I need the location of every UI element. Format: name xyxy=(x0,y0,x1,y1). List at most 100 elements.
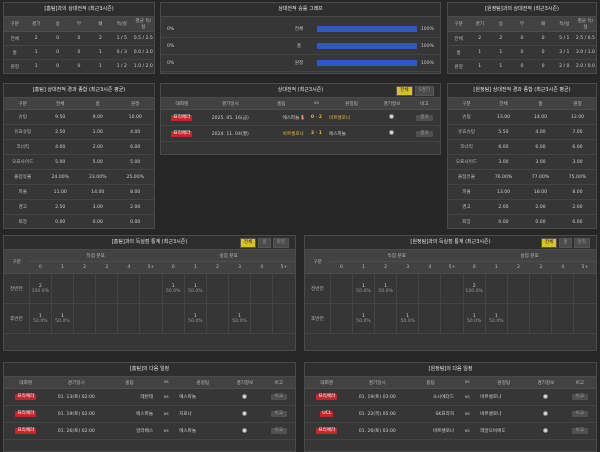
percent: 50.0% xyxy=(188,318,203,324)
cell: 77.00% xyxy=(522,169,559,185)
cell xyxy=(117,273,140,304)
info-icon[interactable] xyxy=(543,410,549,416)
corner-header: 구분 xyxy=(4,250,30,274)
home-team: 에스파뇰 xyxy=(282,115,300,121)
column-header: 원정 xyxy=(559,98,596,110)
note-button[interactable]: 비교 xyxy=(270,428,287,434)
tab[interactable]: 홈 xyxy=(258,238,271,248)
row: 볼점유율 24.00% 23.00% 25.00% xyxy=(4,169,154,185)
cell: 원정 xyxy=(448,59,470,73)
note-button[interactable]: 비교 xyxy=(571,394,588,400)
note-button[interactable]: 비교 xyxy=(270,394,287,400)
header-row: 구분 경기 승 무 패 득/실 평균 득/실 xyxy=(448,17,596,32)
cell: 4.00 xyxy=(522,124,559,140)
away-score: 2 xyxy=(318,115,322,120)
header-row: 0 1 2 3 4 5+ 0 1 2 3 4 5+ xyxy=(4,261,295,274)
row-label: 후반전 xyxy=(4,303,30,334)
cell xyxy=(227,405,263,423)
column-header: 승 xyxy=(46,17,69,32)
column-header: 비고 xyxy=(262,377,295,389)
cell: 0 xyxy=(46,31,69,46)
cell: 비교 xyxy=(262,422,295,440)
cell: 프리메라 xyxy=(161,109,203,126)
graph-row: 0% 원정 100% xyxy=(161,55,440,72)
away-cell: 레알오비에도 xyxy=(479,422,529,440)
column-header: 원정팀 xyxy=(178,377,228,389)
column-header: 경기일시 xyxy=(202,98,258,110)
tab[interactable]: 전체 xyxy=(396,86,413,96)
count: 1 xyxy=(472,313,476,319)
tab[interactable]: 전체 xyxy=(540,238,558,248)
info-icon[interactable] xyxy=(242,410,248,416)
cell: 5.00 xyxy=(41,154,79,170)
graph-row: 0% 홈 100% xyxy=(161,38,440,55)
panel: [홈팀] 상대전적 경과 종합 (최근3시즌 평균) 구분 전체 홈 원정 슈팅 9.50 9… xyxy=(3,83,155,229)
cell: 0 xyxy=(46,45,69,60)
league-badge: UCL xyxy=(320,411,334,417)
bar-track xyxy=(317,60,417,66)
column-header: 원정 xyxy=(116,98,154,110)
tab[interactable]: 원정 xyxy=(272,238,289,248)
column-header: 경기 xyxy=(469,17,491,32)
bucket-header: 4 xyxy=(117,261,140,274)
cell xyxy=(205,303,229,334)
cell: 75.00% xyxy=(559,169,596,185)
left-rate: 0% xyxy=(167,43,175,49)
match-date: 01. 13(토) 02:00 xyxy=(47,388,105,406)
cell: 3.00 xyxy=(559,154,596,170)
info-icon[interactable] xyxy=(242,427,248,433)
row: 원정 1 1 0 0 2 / 0 2.0 / 0.0 xyxy=(448,59,596,73)
cell: 0.00 xyxy=(559,214,596,228)
info-icon[interactable] xyxy=(543,427,549,433)
cell: 6.00 xyxy=(522,139,559,155)
row: 파울 11.00 14.00 8.00 xyxy=(4,184,154,200)
home-cell: 에스파뇰 1 xyxy=(257,109,305,126)
info-icon[interactable] xyxy=(543,393,549,399)
cell: 0 / 3 xyxy=(111,45,133,60)
cell: 파울 xyxy=(4,184,42,200)
cell: 2.50 xyxy=(41,124,79,140)
cell: 7.00 xyxy=(559,124,596,140)
tab[interactable]: 전체 xyxy=(239,238,257,248)
tab[interactable]: 원정 xyxy=(573,238,590,248)
cell: 1 xyxy=(89,59,112,73)
note-button[interactable]: 비교 xyxy=(571,411,588,417)
note-button[interactable]: 결과 xyxy=(416,114,433,121)
info-icon[interactable] xyxy=(242,393,248,399)
table: 대회명 경기일시 홈팀 vs 원정팀 경기정보 비고 프리메라 01. 13(토) 02:00 레… xyxy=(4,377,295,440)
cell: 전체 xyxy=(448,31,470,46)
table: 대회명 경기일시 홈팀 vs 원정팀 경기정보 비고 프리메라 01. 19(토) 03:00 소… xyxy=(305,377,596,440)
panel: [원정팀]과의 득실점 통계 (최근3시즌) 전체 홈 원정 구분 득점 분포 실점 분포 0… xyxy=(304,235,597,351)
cell: 1 50.0% xyxy=(183,303,207,334)
league-badge: 프리메라 xyxy=(15,411,37,417)
cell: 25.00% xyxy=(116,169,154,185)
home-team: 소시에다드 xyxy=(432,395,455,400)
column-header: 득/실 xyxy=(553,17,575,32)
cell: 0.00 xyxy=(116,214,154,228)
bucket-header: 5+ xyxy=(272,261,295,274)
percent: 50.0% xyxy=(400,318,416,324)
cell xyxy=(375,125,409,142)
bucket-header: 2 xyxy=(507,261,530,274)
info-icon[interactable] xyxy=(389,114,395,119)
info-icon[interactable] xyxy=(389,130,395,135)
column-header: 경기정보 xyxy=(227,377,263,389)
percent: 100.0% xyxy=(465,288,483,294)
tab[interactable]: 홈 xyxy=(559,238,572,248)
bucket-header: 3 xyxy=(228,261,251,274)
left-rate: 0% xyxy=(167,26,175,32)
score-cell: vs xyxy=(455,388,480,406)
percent: 50.0% xyxy=(378,288,393,294)
note-button[interactable]: 결과 xyxy=(416,130,433,137)
league-badge: 프리메라 xyxy=(15,394,37,400)
row: 코너킥 6.00 6.00 6.00 xyxy=(448,139,596,155)
match-date: 2025. 05. 16(금) xyxy=(202,109,258,126)
panel-header: 상대전적 (최근3시즌) 전체 5경기 xyxy=(161,84,440,98)
column-header: 홈팀 xyxy=(104,377,155,389)
tab[interactable]: 5경기 xyxy=(414,86,434,96)
cell: 프리메라 xyxy=(4,405,48,423)
home-team: 바르셀로나 xyxy=(282,131,304,137)
note-button[interactable]: 비교 xyxy=(270,411,287,417)
note-button[interactable]: 비교 xyxy=(571,428,588,434)
